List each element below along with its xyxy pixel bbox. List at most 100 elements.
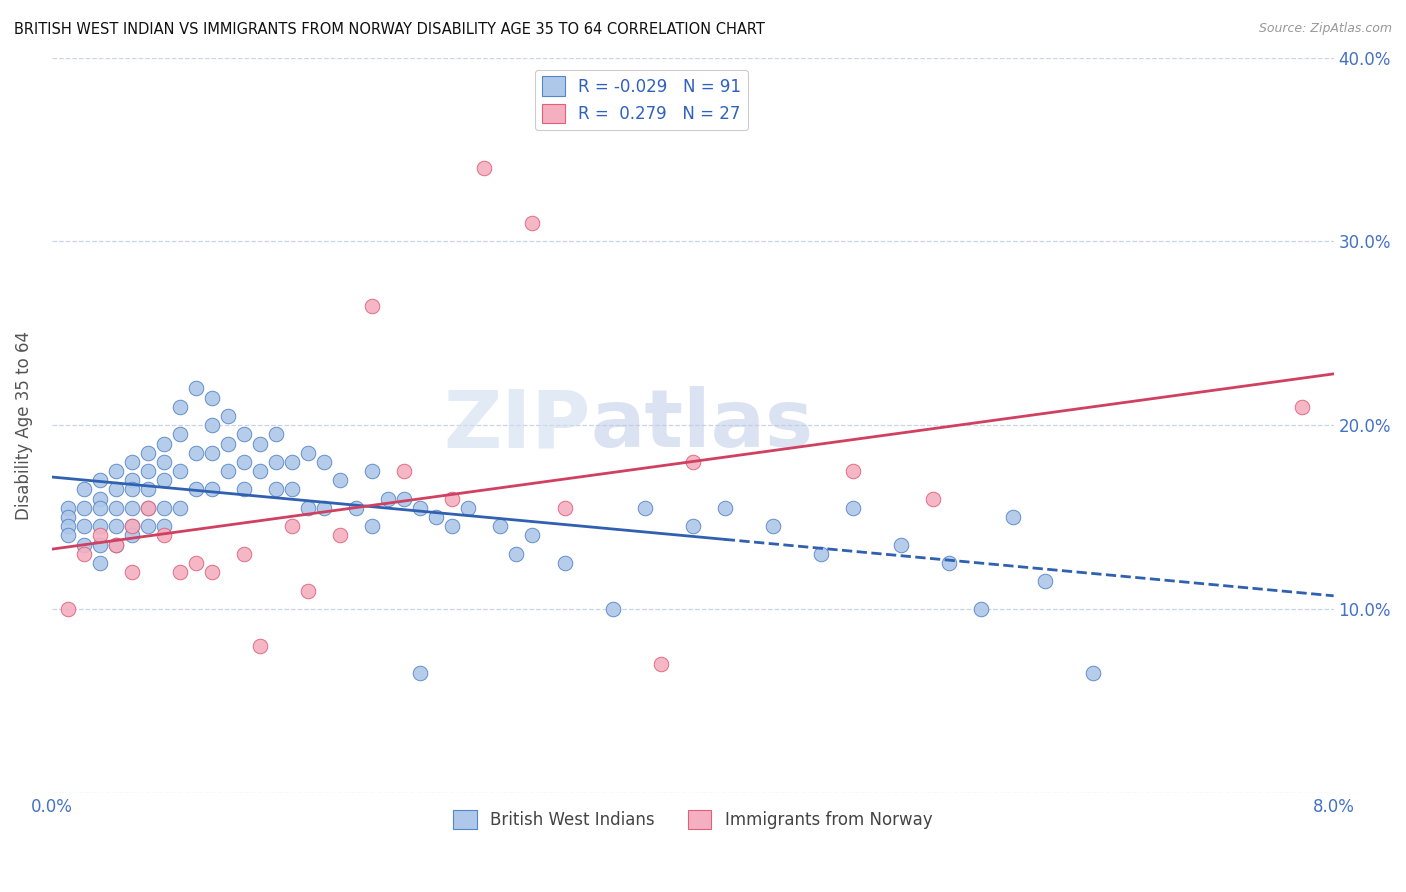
Point [922, 491, 945, 506]
Point [297, 583, 319, 598]
Point [136, 483, 159, 497]
Point [169, 400, 191, 414]
Point [121, 455, 143, 469]
Point [121, 483, 143, 497]
Point [89, 500, 111, 515]
Point [474, 161, 496, 175]
Point [505, 547, 527, 561]
Point [104, 464, 127, 478]
Point [602, 602, 624, 616]
Point [169, 464, 191, 478]
Point [121, 528, 143, 542]
Point [842, 464, 865, 478]
Point [810, 547, 832, 561]
Point [1083, 666, 1105, 681]
Point [73, 538, 96, 552]
Point [553, 556, 575, 570]
Point [233, 427, 256, 442]
Text: BRITISH WEST INDIAN VS IMMIGRANTS FROM NORWAY DISABILITY AGE 35 TO 64 CORRELATIO: BRITISH WEST INDIAN VS IMMIGRANTS FROM N… [14, 22, 765, 37]
Point [970, 602, 993, 616]
Point [409, 500, 432, 515]
Point [153, 519, 176, 533]
Point [297, 500, 319, 515]
Point [104, 483, 127, 497]
Point [264, 427, 287, 442]
Point [153, 528, 176, 542]
Point [762, 519, 785, 533]
Point [1291, 400, 1313, 414]
Point [217, 464, 239, 478]
Text: ZIP: ZIP [443, 386, 591, 464]
Text: atlas: atlas [591, 386, 813, 464]
Point [104, 538, 127, 552]
Point [73, 519, 96, 533]
Point [522, 216, 544, 230]
Point [1002, 510, 1025, 524]
Point [184, 556, 207, 570]
Point [104, 519, 127, 533]
Point [56, 500, 79, 515]
Point [314, 455, 336, 469]
Point [121, 473, 143, 487]
Point [425, 510, 447, 524]
Point [201, 483, 224, 497]
Point [842, 500, 865, 515]
Point [394, 464, 416, 478]
Point [329, 473, 352, 487]
Point [344, 500, 367, 515]
Point [361, 299, 384, 313]
Point [89, 538, 111, 552]
Point [136, 500, 159, 515]
Point [201, 418, 224, 433]
Point [409, 666, 432, 681]
Point [121, 519, 143, 533]
Point [89, 491, 111, 506]
Point [121, 500, 143, 515]
Point [217, 436, 239, 450]
Point [394, 491, 416, 506]
Point [441, 491, 464, 506]
Point [73, 547, 96, 561]
Point [56, 602, 79, 616]
Point [264, 483, 287, 497]
Point [121, 565, 143, 579]
Point [201, 391, 224, 405]
Point [682, 455, 704, 469]
Point [104, 500, 127, 515]
Point [329, 528, 352, 542]
Point [89, 473, 111, 487]
Point [73, 483, 96, 497]
Point [136, 519, 159, 533]
Legend: British West Indians, Immigrants from Norway: British West Indians, Immigrants from No… [447, 803, 939, 836]
Point [73, 500, 96, 515]
Point [201, 565, 224, 579]
Point [169, 500, 191, 515]
Point [56, 528, 79, 542]
Point [89, 556, 111, 570]
Point [281, 483, 304, 497]
Point [249, 436, 271, 450]
Point [56, 519, 79, 533]
Point [314, 500, 336, 515]
Point [169, 565, 191, 579]
Point [217, 409, 239, 423]
Point [553, 500, 575, 515]
Point [890, 538, 912, 552]
Point [184, 381, 207, 395]
Point [682, 519, 704, 533]
Point [121, 519, 143, 533]
Point [89, 519, 111, 533]
Point [361, 519, 384, 533]
Point [281, 455, 304, 469]
Point [233, 483, 256, 497]
Point [249, 464, 271, 478]
Point [297, 446, 319, 460]
Point [938, 556, 960, 570]
Point [136, 464, 159, 478]
Point [153, 455, 176, 469]
Point [361, 464, 384, 478]
Point [633, 500, 655, 515]
Point [1033, 574, 1056, 589]
Point [281, 519, 304, 533]
Y-axis label: Disability Age 35 to 64: Disability Age 35 to 64 [15, 331, 32, 520]
